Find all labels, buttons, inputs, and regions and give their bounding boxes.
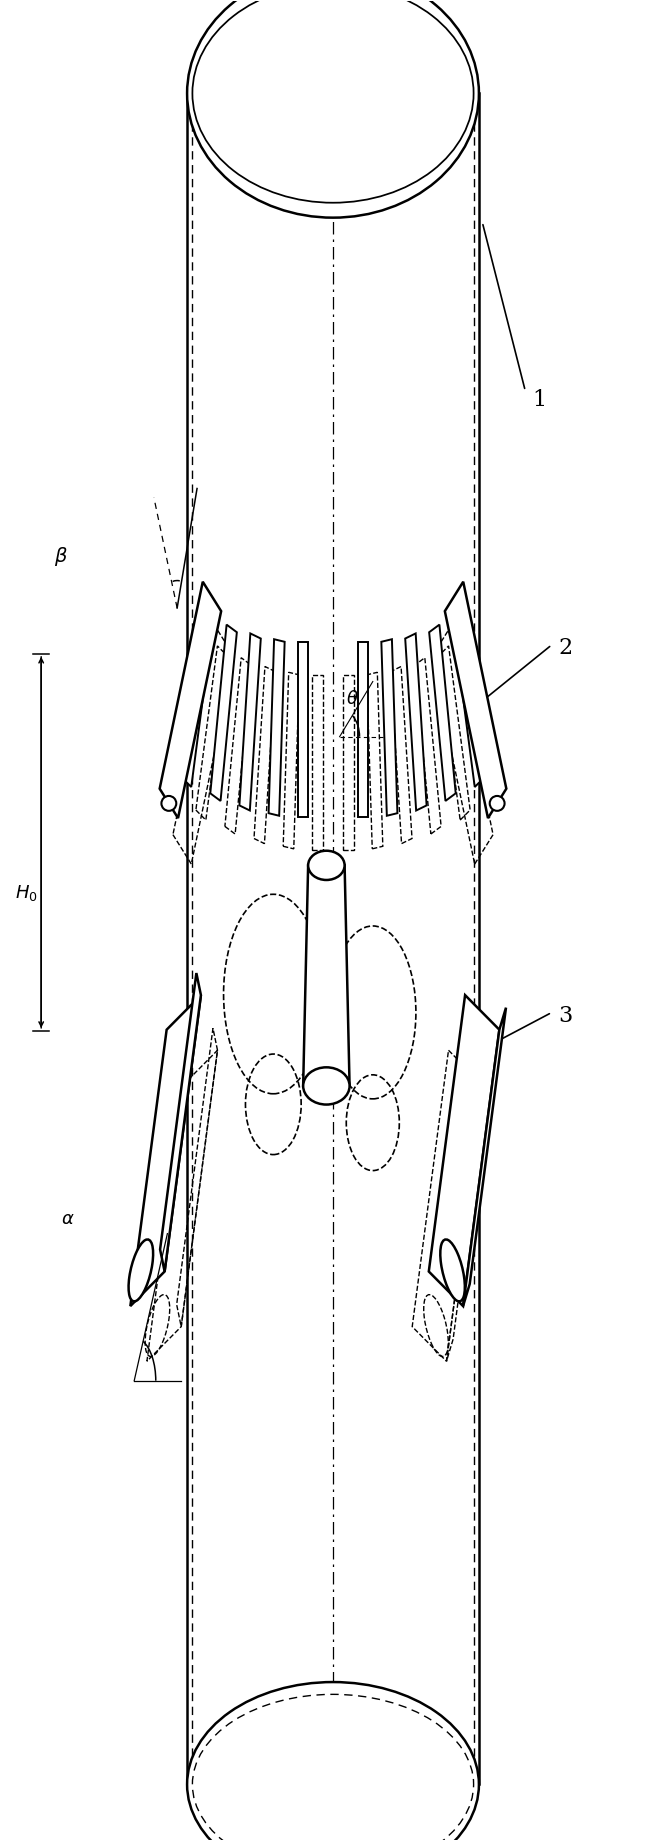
Text: 3: 3 (559, 1005, 573, 1027)
Polygon shape (303, 865, 350, 1086)
Polygon shape (131, 996, 201, 1305)
Polygon shape (445, 582, 506, 817)
Polygon shape (160, 582, 221, 817)
Polygon shape (298, 643, 308, 817)
Text: $H_0$: $H_0$ (15, 884, 37, 902)
Polygon shape (429, 624, 456, 801)
Polygon shape (429, 996, 500, 1305)
Polygon shape (181, 613, 213, 786)
Ellipse shape (490, 795, 505, 810)
Polygon shape (405, 633, 427, 810)
Ellipse shape (129, 1239, 153, 1302)
Polygon shape (463, 1007, 506, 1305)
Polygon shape (453, 613, 485, 786)
Ellipse shape (303, 1068, 350, 1105)
Polygon shape (358, 643, 368, 817)
Ellipse shape (187, 1683, 479, 1841)
Polygon shape (239, 633, 261, 810)
Ellipse shape (308, 851, 344, 880)
Polygon shape (210, 624, 237, 801)
Text: $\theta$: $\theta$ (346, 690, 359, 707)
Text: $\alpha$: $\alpha$ (61, 1210, 75, 1228)
Polygon shape (268, 639, 284, 816)
Ellipse shape (440, 1239, 465, 1302)
Text: $\beta$: $\beta$ (55, 545, 69, 569)
Ellipse shape (161, 795, 176, 810)
Ellipse shape (187, 0, 479, 217)
Polygon shape (160, 974, 201, 1272)
Text: 1: 1 (532, 388, 546, 411)
Polygon shape (382, 639, 398, 816)
Text: 2: 2 (559, 637, 573, 659)
